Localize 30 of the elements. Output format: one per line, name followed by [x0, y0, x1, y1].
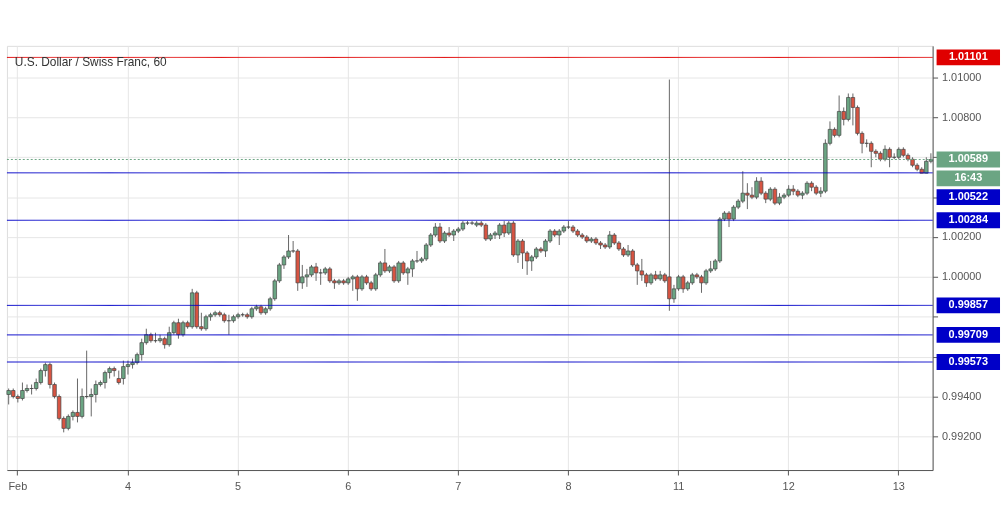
y-tick-label: 1.00800 [942, 110, 982, 123]
x-tick-label: 5 [235, 480, 242, 493]
ref-line-label: 1.01101 [948, 50, 988, 63]
y-tick-label: 1.01000 [942, 71, 982, 84]
candlestick [887, 146, 892, 168]
ref-line-label: 0.99573 [948, 354, 988, 367]
x-tick-label: 8 [565, 480, 572, 493]
candlestick [869, 140, 874, 168]
x-tick-label: 7 [455, 480, 462, 493]
x-tick-label: 4 [124, 480, 131, 493]
ref-line-label: 0.99857 [948, 298, 988, 311]
y-tick-label: 1.00200 [942, 230, 982, 243]
candlestick [125, 360, 131, 376]
x-tick-label: Feb [8, 480, 28, 493]
ref-line-label: 0.99709 [948, 327, 988, 340]
text: U.S. Dollar / Swiss Franc, 60 [14, 54, 168, 69]
ref-line-label: 1.00284 [948, 213, 988, 226]
y-tick-label: 1.00000 [942, 270, 982, 283]
y-tick-label: 0.99200 [942, 429, 982, 442]
ref-line-label: 1.00589 [948, 152, 988, 165]
y-tick-label: 0.99400 [942, 389, 982, 402]
candlestick [437, 222, 443, 244]
x-tick-label: 6 [345, 480, 352, 493]
x-tick-label: 12 [782, 480, 795, 493]
candlestick [304, 268, 310, 288]
candlestick [235, 312, 241, 320]
x-tick-label: 13 [892, 480, 905, 493]
ref-line-label: 1.00522 [948, 190, 988, 203]
text: 16:43 [954, 171, 983, 184]
x-tick-label: 11 [672, 480, 685, 493]
